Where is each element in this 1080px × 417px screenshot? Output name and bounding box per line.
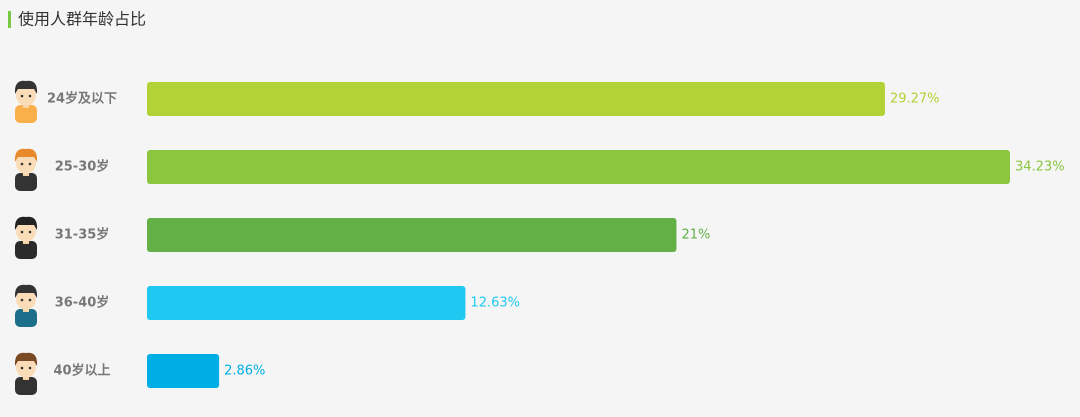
avatar-body (15, 377, 37, 395)
avatar-icon (14, 216, 38, 259)
avatar-eye (28, 366, 32, 370)
avatar-hair (14, 284, 38, 298)
bar (147, 218, 677, 252)
value-label: 21% (681, 228, 710, 243)
avatar-hair (14, 216, 38, 230)
avatar-body (15, 241, 37, 259)
avatar-eye (28, 230, 32, 234)
avatar-body (15, 105, 37, 123)
category-label: 31-35岁 (55, 227, 110, 243)
category-label: 24岁及以下 (47, 91, 117, 107)
avatar-hair (14, 80, 38, 94)
title-accent (8, 11, 11, 28)
chart-title: 使用人群年龄占比 (18, 10, 146, 29)
avatar-face (16, 288, 36, 310)
bar (147, 82, 885, 116)
avatar-eye (20, 162, 24, 166)
avatar-hair (14, 352, 38, 366)
avatar-face (16, 152, 36, 174)
avatar-eye (20, 298, 24, 302)
avatar-eye (28, 162, 32, 166)
category-label: 36-40岁 (55, 295, 110, 311)
avatar-eye (28, 298, 32, 302)
bar (147, 150, 1010, 184)
avatar-face (16, 220, 36, 242)
avatar-face (16, 84, 36, 106)
value-label: 34.23% (1015, 160, 1065, 175)
category-label: 40岁以上 (53, 363, 110, 379)
avatar-eye (20, 366, 24, 370)
bar (147, 354, 220, 388)
avatar-eye (28, 94, 32, 98)
avatar-icon (14, 284, 38, 327)
avatar-icon (14, 148, 38, 191)
avatar-eye (20, 94, 24, 98)
avatar-hair (14, 148, 38, 162)
avatar-icon (14, 352, 38, 395)
avatar-face (16, 356, 36, 378)
value-label: 12.63% (470, 296, 520, 311)
value-label: 2.86% (224, 364, 265, 379)
avatar-body (15, 309, 37, 327)
avatar-body (15, 173, 37, 191)
category-label: 25-30岁 (55, 159, 110, 175)
bar (147, 286, 466, 320)
avatar-icon (14, 80, 38, 123)
value-label: 29.27% (890, 92, 940, 107)
avatar-eye (20, 230, 24, 234)
